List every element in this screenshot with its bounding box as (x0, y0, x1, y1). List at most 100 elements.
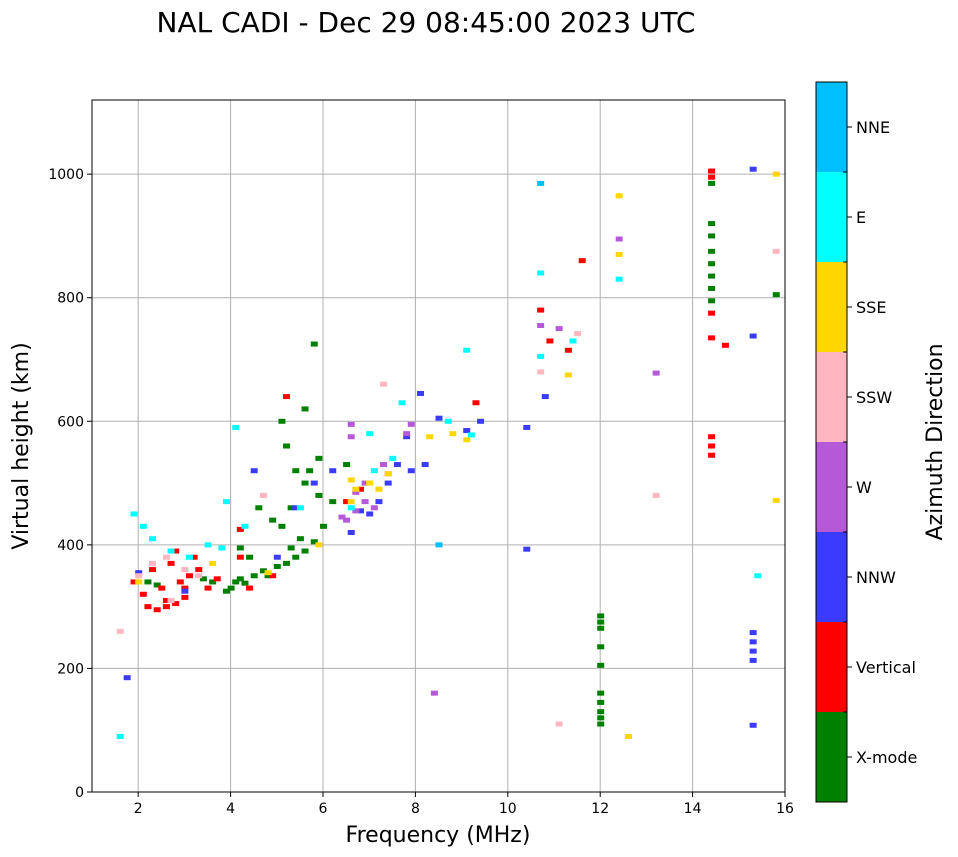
data-point (190, 554, 198, 560)
data-point (467, 432, 475, 438)
data-point (292, 468, 300, 474)
data-point (296, 505, 304, 511)
data-point (708, 168, 716, 174)
data-point (417, 390, 425, 396)
data-point (204, 585, 212, 591)
colorbar-label: SSW (856, 388, 892, 407)
x-axis-ticks: 2 4 6 8 10 12 14 16 (134, 792, 794, 817)
data-point (772, 292, 780, 298)
data-point (708, 335, 716, 341)
data-point (246, 585, 254, 591)
data-point (255, 505, 263, 511)
data-point (167, 560, 175, 566)
data-point (652, 492, 660, 498)
data-point (250, 573, 258, 579)
data-point (264, 573, 272, 579)
data-point (407, 468, 415, 474)
colorbar-segment (816, 352, 847, 442)
colorbar-label: Vertical (856, 658, 916, 677)
x-tick-label: 10 (499, 801, 517, 817)
data-point (347, 530, 355, 535)
data-point (569, 338, 577, 344)
y-tick-label: 0 (75, 785, 84, 801)
data-point (153, 607, 161, 613)
colorbar-segment (816, 622, 847, 712)
data-point (615, 193, 623, 199)
data-point (195, 567, 203, 573)
data-point (708, 248, 716, 254)
data-point (158, 585, 166, 591)
data-point (181, 594, 189, 600)
data-point (287, 505, 295, 511)
data-point (123, 675, 131, 681)
data-point (708, 443, 716, 449)
data-point (772, 248, 780, 254)
colorbar-label: NNW (856, 568, 896, 587)
y-tick-label: 1000 (48, 167, 84, 183)
data-point (523, 546, 531, 552)
data-point (352, 508, 360, 514)
data-point (167, 548, 175, 554)
data-point (597, 699, 605, 705)
data-point (597, 690, 605, 696)
data-point (435, 415, 443, 421)
data-point (343, 499, 351, 505)
data-point (130, 511, 138, 517)
data-point (116, 733, 124, 739)
data-point (273, 563, 281, 569)
colorbar-segment (816, 712, 847, 802)
data-point (347, 499, 355, 505)
data-point (135, 579, 143, 585)
data-point (708, 180, 716, 186)
data-point (384, 471, 392, 477)
data-point (209, 579, 217, 585)
data-point (347, 434, 355, 440)
data-point (708, 298, 716, 304)
data-point (283, 394, 291, 400)
data-point (329, 468, 337, 474)
data-point (352, 489, 360, 495)
data-point (181, 588, 189, 594)
data-point (347, 477, 355, 483)
data-point (343, 462, 351, 468)
data-point (162, 597, 170, 603)
data-point (541, 394, 549, 400)
data-point (320, 523, 327, 529)
data-point (597, 619, 605, 625)
data-point (172, 548, 180, 554)
colorbar-label: E (856, 208, 866, 227)
data-point (181, 585, 189, 591)
data-point (597, 613, 605, 619)
data-point (708, 452, 716, 458)
series-nne (435, 180, 545, 548)
data-point (246, 554, 254, 560)
x-axis-label: Frequency (MHz) (346, 823, 531, 848)
data-point (149, 567, 157, 573)
data-point (597, 625, 605, 631)
y-tick-label: 800 (57, 291, 84, 307)
data-point (273, 554, 281, 560)
data-point (537, 353, 545, 359)
data-points (116, 166, 780, 739)
data-point (749, 639, 757, 645)
data-point (366, 431, 374, 437)
data-point (370, 505, 378, 511)
data-point (310, 341, 318, 347)
data-point (444, 418, 452, 424)
data-point (597, 662, 605, 668)
colorbar-segment (816, 532, 847, 622)
data-point (306, 468, 314, 474)
data-point (232, 424, 240, 430)
data-point (241, 523, 249, 529)
data-point (292, 554, 300, 560)
data-point (546, 338, 554, 344)
data-point (241, 580, 249, 586)
data-point (301, 548, 309, 554)
data-point (139, 523, 147, 529)
series-e (116, 270, 762, 739)
data-point (162, 554, 170, 560)
data-point (370, 468, 378, 474)
data-point (597, 715, 605, 721)
series-sse (135, 171, 780, 739)
